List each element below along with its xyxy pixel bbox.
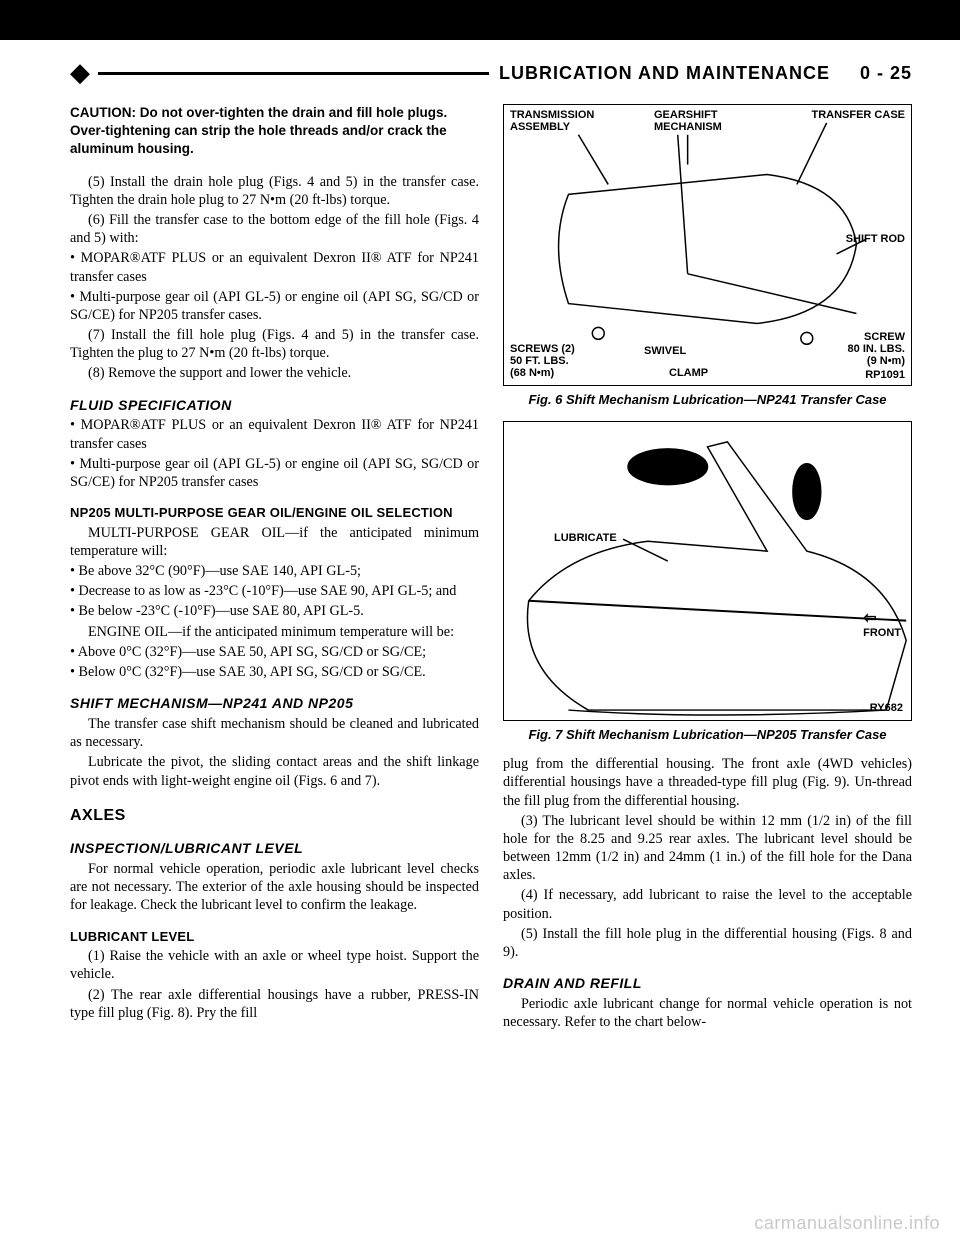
bullet-atf: • MOPAR®ATF PLUS or an equivalent Dexron… <box>70 249 479 285</box>
lubricant-level-heading: LUBRICANT LEVEL <box>70 929 479 946</box>
header-rule <box>98 72 489 75</box>
step-7: (7) Install the fill hole plug (Figs. 4 … <box>70 326 479 362</box>
inspection-heading: INSPECTION/LUBRICANT LEVEL <box>70 840 479 858</box>
step-8: (8) Remove the support and lower the veh… <box>70 364 479 382</box>
fig6-diagram-icon <box>504 105 911 385</box>
shift-1: The transfer case shift mechanism should… <box>70 715 479 751</box>
footer-url: carmanualsonline.info <box>754 1213 940 1234</box>
fluid-spec-heading: FLUID SPECIFICATION <box>70 397 479 415</box>
axles-heading: AXLES <box>70 806 479 826</box>
insp-1: For normal vehicle operation, periodic a… <box>70 860 479 915</box>
content-columns: CAUTION: Do not over-tighten the drain a… <box>70 104 912 1033</box>
step-5: (5) Install the drain hole plug (Figs. 4… <box>70 173 479 209</box>
fluid-1: • MOPAR®ATF PLUS or an equivalent Dexron… <box>70 416 479 452</box>
bullet-gear-oil: • Multi-purpose gear oil (API GL-5) or e… <box>70 288 479 324</box>
header: ◆ LUBRICATION AND MAINTENANCE 0 - 25 <box>70 60 912 86</box>
engine-3: • Below 0°C (32°F)—use SAE 30, API SG, S… <box>70 663 479 681</box>
step-3: (3) The lubricant level should be within… <box>503 812 912 885</box>
drain-1: Periodic axle lubricant change for norma… <box>503 995 912 1031</box>
fig7-diagram-icon <box>504 422 911 720</box>
multi-1: MULTI-PURPOSE GEAR OIL—if the anticipate… <box>70 524 479 560</box>
ll-2: (2) The rear axle differential housings … <box>70 986 479 1022</box>
top-black-bar <box>0 0 960 40</box>
page-title: LUBRICATION AND MAINTENANCE 0 - 25 <box>499 63 912 84</box>
shift-mech-heading: SHIFT MECHANISM—NP241 AND NP205 <box>70 695 479 713</box>
figure-7: LUBRICATE ⇦ FRONT RY682 <box>503 421 912 721</box>
right-column: TRANSMISSION ASSEMBLY GEARSHIFT MECHANIS… <box>503 104 912 1033</box>
caution-text: CAUTION: Do not over-tighten the drain a… <box>70 104 479 159</box>
shift-2: Lubricate the pivot, the sliding contact… <box>70 753 479 789</box>
multi-4: • Be below -23°C (-10°F)—use SAE 80, API… <box>70 602 479 620</box>
title-text: LUBRICATION AND MAINTENANCE <box>499 63 830 83</box>
ll-1: (1) Raise the vehicle with an axle or wh… <box>70 947 479 983</box>
step-5b: (5) Install the fill hole plug in the di… <box>503 925 912 961</box>
engine-2: • Above 0°C (32°F)—use SAE 50, API SG, S… <box>70 643 479 661</box>
engine-1: ENGINE OIL—if the anticipated minimum te… <box>70 623 479 641</box>
step-4: (4) If necessary, add lubricant to raise… <box>503 886 912 922</box>
fig7-caption: Fig. 7 Shift Mechanism Lubrication—NP205… <box>503 727 912 744</box>
multi-2: • Be above 32°C (90°F)—use SAE 140, API … <box>70 562 479 580</box>
np205-heading: NP205 MULTI-PURPOSE GEAR OIL/ENGINE OIL … <box>70 505 479 522</box>
figure-6: TRANSMISSION ASSEMBLY GEARSHIFT MECHANIS… <box>503 104 912 386</box>
fig6-caption: Fig. 6 Shift Mechanism Lubrication—NP241… <box>503 392 912 409</box>
diamond-icon: ◆ <box>70 60 90 86</box>
fluid-2: • Multi-purpose gear oil (API GL-5) or e… <box>70 455 479 491</box>
right-cont: plug from the differential housing. The … <box>503 755 912 810</box>
drain-refill-heading: DRAIN AND REFILL <box>503 975 912 993</box>
left-column: CAUTION: Do not over-tighten the drain a… <box>70 104 479 1033</box>
multi-3: • Decrease to as low as -23°C (-10°F)—us… <box>70 582 479 600</box>
page: ◆ LUBRICATION AND MAINTENANCE 0 - 25 CAU… <box>0 0 960 1242</box>
step-6: (6) Fill the transfer case to the bottom… <box>70 211 479 247</box>
page-number: 0 - 25 <box>860 63 912 83</box>
